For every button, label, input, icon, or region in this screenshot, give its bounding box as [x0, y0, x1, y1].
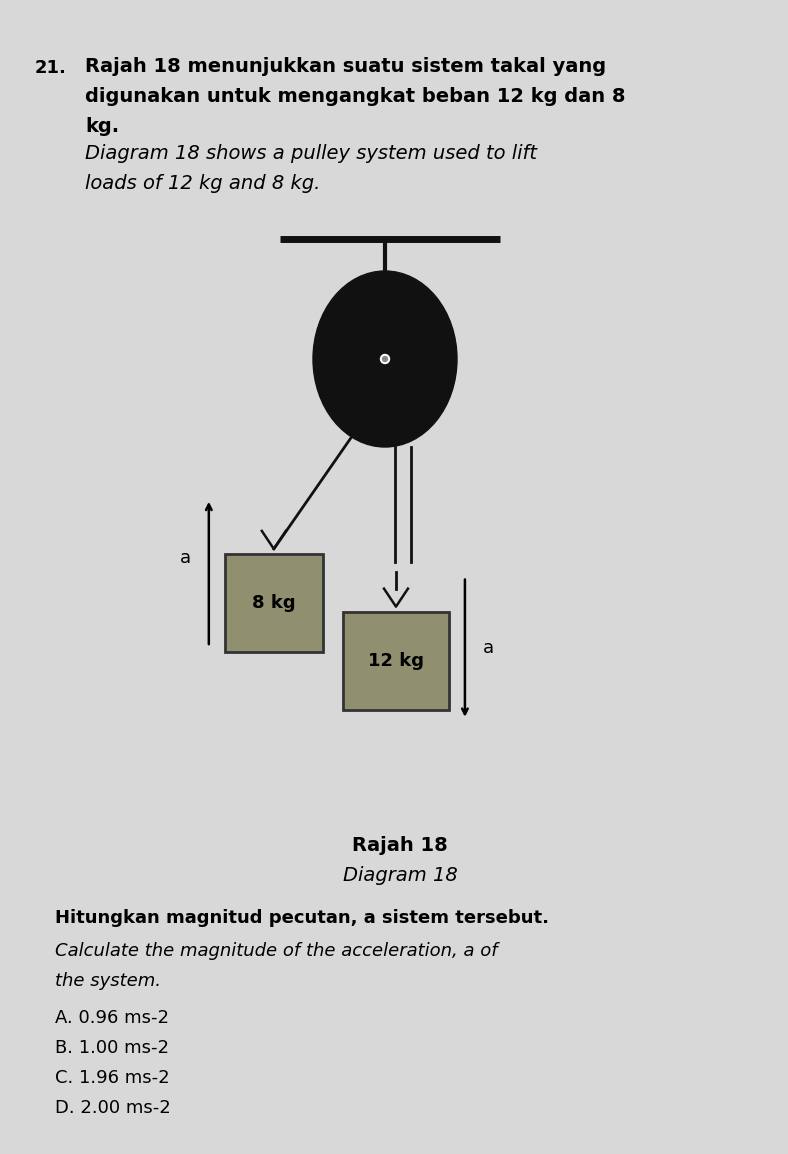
Text: kg.: kg. [85, 117, 119, 136]
Text: C. 1.96 ms-2: C. 1.96 ms-2 [55, 1069, 169, 1087]
Text: Diagram 18: Diagram 18 [343, 866, 457, 885]
Text: Calculate the magnitude of the acceleration, a of: Calculate the magnitude of the accelerat… [55, 942, 498, 960]
Text: B. 1.00 ms-2: B. 1.00 ms-2 [55, 1039, 169, 1057]
Text: D. 2.00 ms-2: D. 2.00 ms-2 [55, 1099, 171, 1117]
Text: Rajah 18: Rajah 18 [352, 835, 448, 855]
Text: a: a [180, 549, 191, 567]
Bar [225, 554, 323, 652]
Text: the system.: the system. [55, 972, 161, 990]
Circle shape [381, 354, 389, 364]
Bar [343, 612, 449, 710]
Text: Hitungkan magnitud pecutan, a sistem tersebut.: Hitungkan magnitud pecutan, a sistem ter… [55, 909, 549, 927]
Text: a: a [483, 639, 494, 657]
Text: digunakan untuk mengangkat beban 12 kg dan 8: digunakan untuk mengangkat beban 12 kg d… [85, 87, 626, 106]
Circle shape [382, 357, 388, 361]
Text: 21.: 21. [35, 59, 67, 77]
Text: loads of 12 kg and 8 kg.: loads of 12 kg and 8 kg. [85, 174, 321, 193]
Text: Rajah 18 menunjukkan suatu sistem takal yang: Rajah 18 menunjukkan suatu sistem takal … [85, 57, 606, 76]
Text: 12 kg: 12 kg [368, 652, 424, 669]
Text: Diagram 18 shows a pulley system used to lift: Diagram 18 shows a pulley system used to… [85, 144, 537, 163]
Ellipse shape [313, 271, 457, 447]
Text: A. 0.96 ms-2: A. 0.96 ms-2 [55, 1009, 169, 1027]
Text: 8 kg: 8 kg [252, 594, 296, 612]
